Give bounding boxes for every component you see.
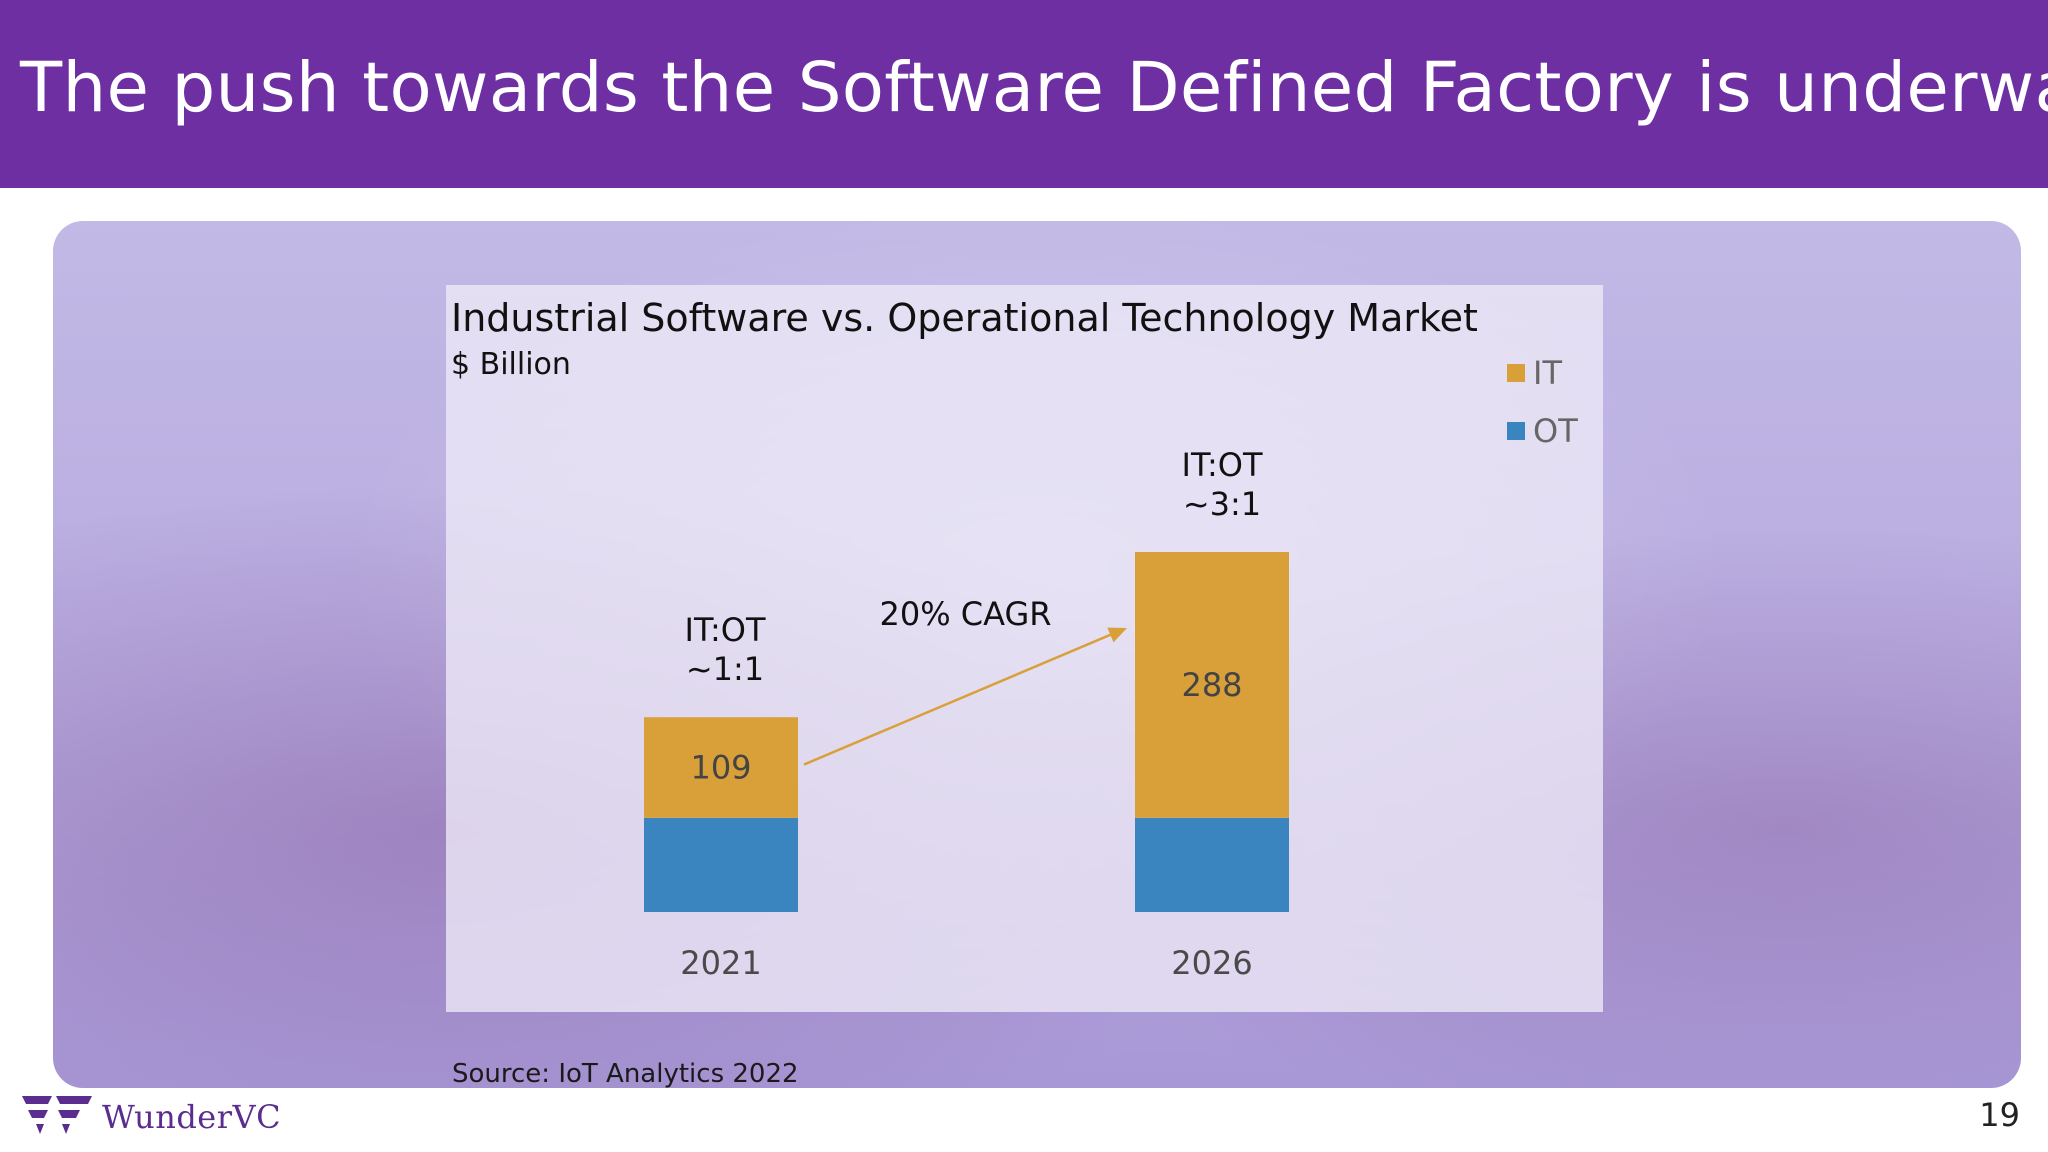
x-tick-label-2026: 2026 — [1171, 944, 1252, 982]
chart-subtitle: $ Billion — [451, 347, 571, 382]
legend-label-it: IT — [1533, 354, 1562, 392]
bar-ot-2026 — [1135, 817, 1289, 912]
cagr-arrow-head — [1107, 627, 1127, 643]
ratio-label-line1-2021: IT:OT — [685, 611, 766, 649]
bar-it-2021 — [644, 717, 798, 818]
x-tick-label-2021: 2021 — [680, 944, 761, 982]
cagr-arrow-line — [803, 630, 1118, 766]
legend-label-ot: OT — [1533, 412, 1578, 450]
source-note: Source: IoT Analytics 2022 — [452, 1059, 799, 1089]
wundervc-logo-icon — [22, 1096, 92, 1134]
ratio-label-line2-2026: ~3:1 — [1183, 485, 1261, 523]
legend-swatch-it — [1507, 364, 1525, 382]
legend-swatch-ot — [1507, 422, 1525, 440]
ratio-label-line1-2026: IT:OT — [1182, 446, 1263, 484]
slide-title: The push towards the Software Defined Fa… — [20, 48, 2048, 128]
data-label-it-2021: 109 — [690, 749, 751, 787]
bar-ot-2021 — [644, 817, 798, 912]
chart-title: Industrial Software vs. Operational Tech… — [451, 296, 1478, 340]
page-number: 19 — [1979, 1096, 2020, 1134]
bar-it-2026 — [1135, 552, 1289, 818]
cagr-annotation: 20% CAGR — [880, 595, 1052, 633]
stacked-bar-chart: Industrial Software vs. Operational Tech… — [451, 296, 1578, 982]
data-label-it-2026: 288 — [1181, 666, 1242, 704]
ratio-label-line2-2021: ~1:1 — [686, 650, 764, 688]
chart-panel: Industrial Software vs. Operational Tech… — [446, 285, 1603, 1012]
logo-text: WunderVC — [102, 1098, 282, 1136]
title-bar: The push towards the Software Defined Fa… — [0, 0, 2048, 188]
